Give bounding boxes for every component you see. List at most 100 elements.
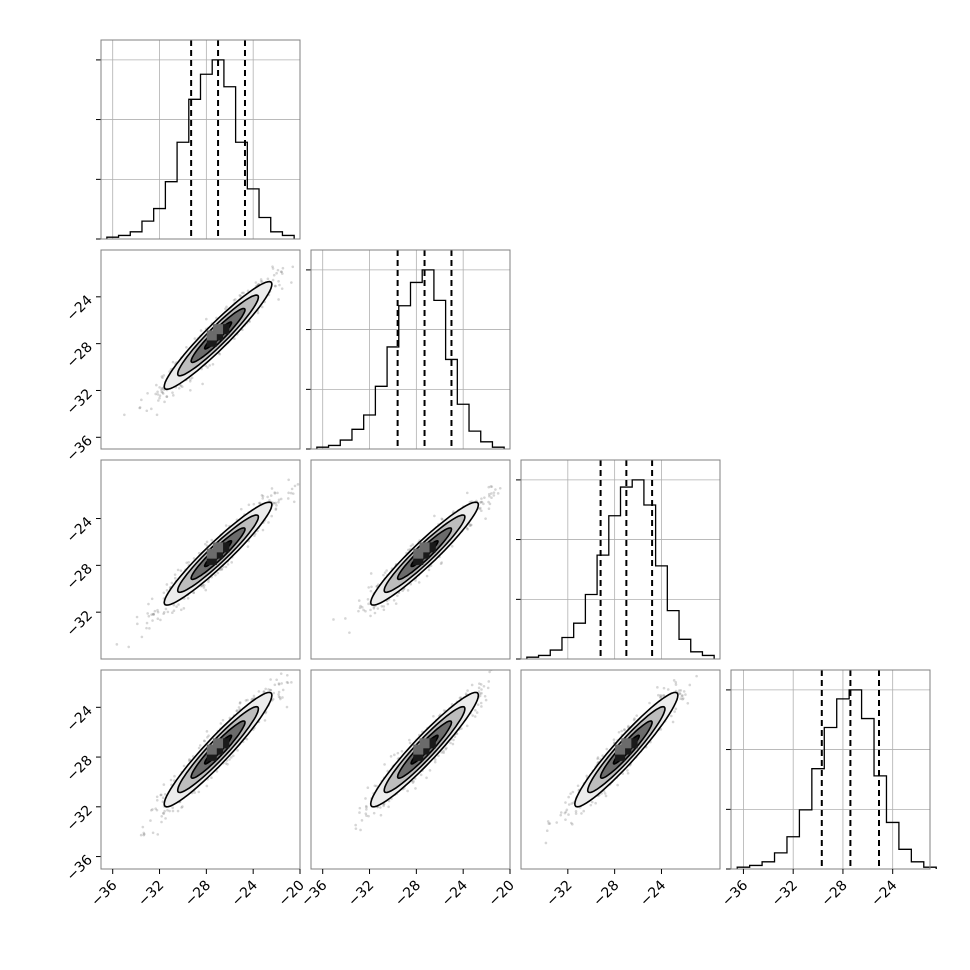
x-tick-label: −36: [298, 877, 330, 909]
sample-point: [151, 612, 155, 616]
sample-point: [270, 487, 274, 490]
sample-point: [332, 618, 335, 621]
sample-point: [155, 798, 159, 802]
marginal-panel-1: [96, 39, 301, 240]
sample-point: [408, 738, 411, 742]
sample-point: [393, 753, 396, 757]
sample-point: [437, 754, 440, 758]
sample-point: [228, 716, 232, 720]
sample-point: [383, 571, 387, 574]
sample-point: [219, 722, 223, 725]
sample-point: [177, 603, 180, 606]
sample-point: [268, 499, 271, 502]
density-peak-cell: [213, 738, 224, 749]
sample-point: [407, 548, 410, 552]
sample-point: [145, 626, 148, 630]
density-peak-cell: [413, 750, 424, 761]
sample-point: [260, 280, 264, 283]
sample-point: [480, 500, 484, 504]
sample-point: [166, 610, 170, 614]
sample-point: [451, 742, 455, 746]
sample-point: [623, 728, 626, 731]
sample-point: [226, 563, 230, 566]
sample-point: [465, 526, 469, 530]
sample-point: [180, 385, 184, 389]
sample-point: [197, 790, 201, 794]
sample-point: [486, 686, 490, 690]
sample-point: [185, 561, 188, 565]
sample-point: [466, 527, 470, 531]
sample-point: [161, 796, 165, 800]
sample-point: [286, 497, 290, 500]
sample-point: [590, 800, 594, 804]
sample-point: [357, 609, 360, 613]
sample-point: [277, 683, 281, 686]
sample-point: [140, 398, 143, 402]
sample-point: [152, 613, 156, 616]
sample-point: [171, 809, 175, 813]
sample-point: [247, 503, 251, 507]
sample-point: [123, 413, 126, 417]
sample-point: [175, 605, 178, 608]
sample-point: [492, 491, 496, 494]
sample-point: [633, 717, 636, 720]
sample-point: [156, 617, 160, 620]
sample-point: [208, 364, 212, 367]
sample-point: [158, 396, 161, 400]
sample-point: [250, 697, 254, 701]
x-tick-label: −32: [345, 878, 377, 910]
sample-point: [141, 825, 145, 829]
sample-point: [234, 298, 237, 301]
sample-point: [442, 749, 445, 753]
sample-point: [380, 604, 384, 608]
sample-point: [366, 786, 370, 790]
sample-point: [444, 747, 448, 751]
sample-point: [656, 686, 659, 689]
sample-point: [281, 266, 285, 270]
panel-frame: [100, 249, 301, 450]
sample-point: [193, 791, 196, 794]
density-peak-cell: [219, 542, 230, 553]
sample-point: [450, 545, 454, 548]
sample-point: [290, 487, 294, 491]
sample-point: [279, 497, 283, 501]
sample-point: [216, 571, 220, 575]
sample-point: [179, 384, 183, 388]
sample-point: [369, 608, 372, 612]
sample-point: [280, 287, 284, 290]
sample-point: [473, 708, 477, 712]
sample-point: [379, 806, 382, 809]
sample-point: [205, 317, 208, 321]
sample-point: [224, 307, 227, 311]
sample-point: [290, 281, 293, 284]
sample-point: [484, 517, 487, 520]
sample-point: [160, 390, 164, 394]
sample-point: [365, 805, 368, 809]
sample-point: [206, 736, 209, 739]
sample-point: [171, 391, 174, 394]
sample-point: [252, 502, 256, 506]
sample-point: [482, 502, 485, 506]
sample-point: [280, 682, 283, 685]
sample-point: [159, 793, 163, 797]
sample-point: [172, 394, 175, 397]
histogram-3: [526, 479, 715, 659]
sample-point: [478, 692, 482, 695]
sample-point: [440, 751, 443, 754]
sample-point: [465, 724, 469, 728]
sample-point: [185, 345, 188, 349]
sample-point: [476, 703, 480, 706]
sample-point: [145, 621, 149, 625]
sample-point: [279, 697, 282, 701]
sample-point: [291, 265, 295, 269]
sample-point: [151, 619, 154, 622]
sample-point: [207, 580, 210, 583]
sample-point: [487, 500, 490, 504]
sample-point: [465, 491, 469, 495]
sample-point: [453, 735, 457, 739]
sample-point: [257, 690, 261, 693]
sample-point: [260, 493, 264, 497]
sample-point: [369, 589, 373, 593]
sample-point: [261, 494, 265, 498]
sample-point: [156, 833, 160, 836]
